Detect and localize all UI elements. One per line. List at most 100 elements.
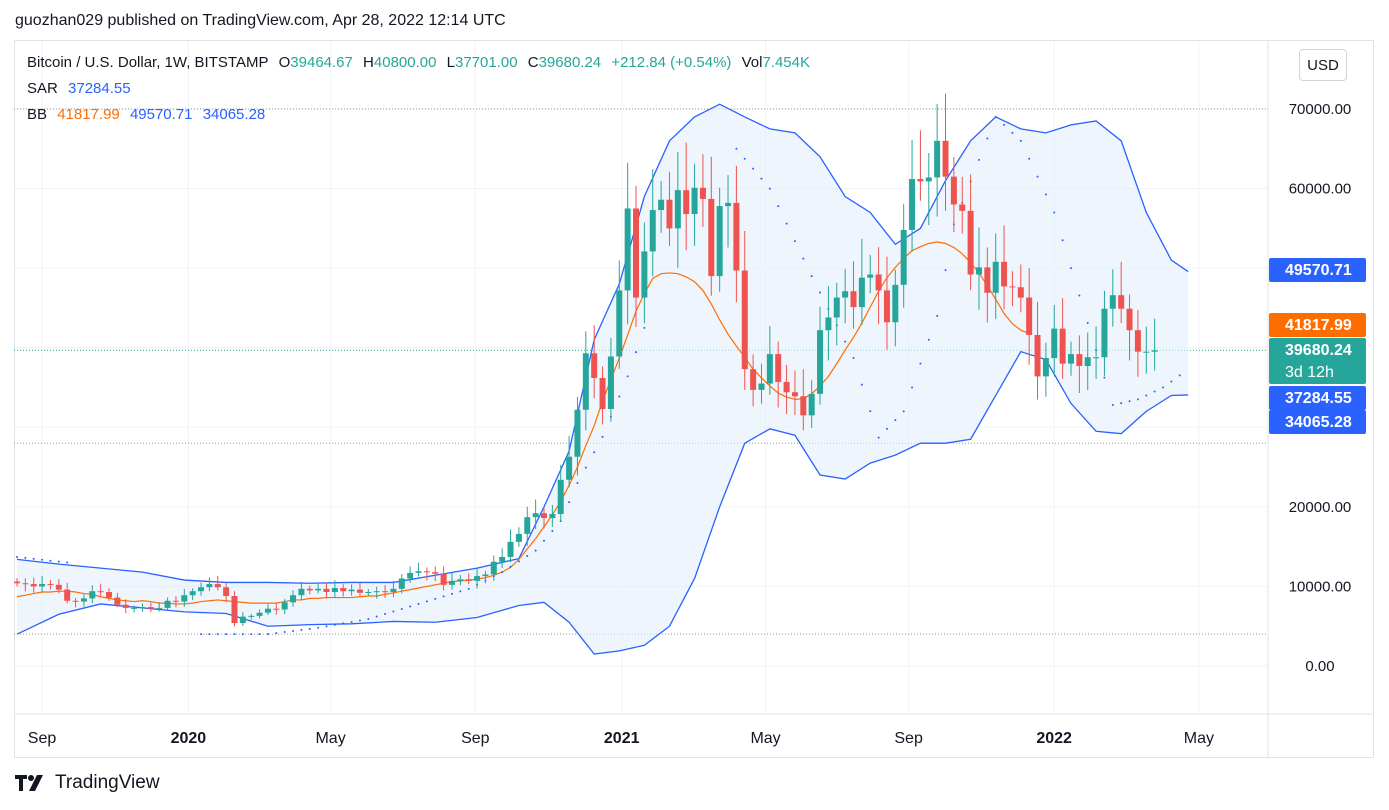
sar-dot bbox=[1178, 374, 1181, 377]
candle-body bbox=[482, 574, 489, 577]
candle-body bbox=[89, 591, 96, 599]
sar-dot bbox=[568, 501, 571, 504]
candle-body bbox=[323, 588, 330, 592]
sar-dot bbox=[409, 605, 412, 608]
candle-body bbox=[407, 572, 414, 579]
candle-body bbox=[390, 588, 397, 592]
x-tick-label: Sep bbox=[28, 730, 57, 747]
candle-body bbox=[900, 229, 907, 285]
candle-body bbox=[750, 369, 757, 390]
sar-dot bbox=[1019, 139, 1022, 142]
candle-body bbox=[817, 330, 824, 394]
countdown-text: 3d 12h bbox=[1285, 364, 1334, 381]
sar-dot bbox=[325, 625, 328, 628]
sar-dot bbox=[1086, 321, 1089, 324]
candle-body bbox=[925, 177, 932, 182]
symbol-label[interactable]: Bitcoin / U.S. Dollar, 1W, BITSTAMP bbox=[27, 54, 269, 71]
candle-body bbox=[172, 600, 179, 602]
x-tick-label: Sep bbox=[894, 730, 923, 747]
sar-dot bbox=[534, 549, 537, 552]
sar-dot bbox=[367, 618, 370, 621]
sar-dot bbox=[1170, 380, 1173, 383]
legend-bb[interactable]: BB 41817.99 49570.71 34065.28 bbox=[27, 106, 271, 123]
candle-body bbox=[440, 573, 447, 585]
candle-body bbox=[315, 588, 322, 591]
candle-body bbox=[382, 591, 389, 593]
candle-body bbox=[499, 556, 506, 562]
sar-dot bbox=[517, 560, 520, 563]
sar-dot bbox=[308, 627, 311, 630]
candle-body bbox=[1051, 328, 1058, 359]
candle-body bbox=[298, 588, 305, 596]
candle-body bbox=[415, 571, 422, 573]
candle-body bbox=[633, 208, 640, 298]
candle-body bbox=[331, 588, 338, 592]
candle-body bbox=[833, 297, 840, 318]
sar-dot bbox=[994, 115, 997, 118]
candle-body bbox=[97, 591, 104, 593]
sar-dot bbox=[1120, 402, 1123, 405]
sar-dot bbox=[902, 410, 905, 413]
sar-dot bbox=[601, 435, 604, 438]
candle-body bbox=[582, 353, 589, 410]
sar-dot bbox=[869, 410, 872, 413]
sar-dot bbox=[1103, 376, 1106, 379]
sar-dot bbox=[626, 375, 629, 378]
candle-body bbox=[1042, 358, 1049, 377]
candle-body bbox=[716, 206, 723, 277]
sar-dot bbox=[333, 623, 336, 626]
sar-dot bbox=[1053, 211, 1056, 214]
sar-dot bbox=[283, 631, 286, 634]
sar-dot bbox=[49, 559, 52, 562]
candle-body bbox=[147, 607, 154, 609]
candle-body bbox=[181, 595, 188, 602]
sar-dot bbox=[844, 340, 847, 343]
candle-body bbox=[22, 583, 29, 585]
sar-dot bbox=[57, 560, 60, 563]
candle-body bbox=[72, 600, 79, 602]
sar-dot bbox=[810, 275, 813, 278]
legend-ohlc: Bitcoin / U.S. Dollar, 1W, BITSTAMP O394… bbox=[27, 54, 816, 71]
candle-body bbox=[683, 190, 690, 215]
legend-sar[interactable]: SAR 37284.55 bbox=[27, 80, 137, 97]
candle-body bbox=[917, 179, 924, 182]
sar-dot bbox=[1069, 267, 1072, 270]
sar-dot bbox=[593, 451, 596, 454]
candle-body bbox=[164, 600, 171, 608]
candle-body bbox=[231, 595, 238, 624]
sar-dot bbox=[216, 633, 219, 636]
publisher-line: guozhan029 published on TradingView.com,… bbox=[15, 12, 506, 29]
sar-dot bbox=[760, 177, 763, 180]
sar-dot bbox=[1136, 398, 1139, 401]
sar-dot bbox=[417, 602, 420, 605]
candle-body bbox=[306, 588, 313, 591]
y-tick-label: 70000.00 bbox=[1289, 101, 1352, 118]
tradingview-logo[interactable]: TradingView bbox=[15, 772, 160, 794]
sar-dot bbox=[635, 351, 638, 354]
sar-dot bbox=[894, 419, 897, 422]
candle-body bbox=[1151, 350, 1158, 352]
sar-dot bbox=[16, 555, 18, 558]
sar-dot bbox=[208, 633, 211, 636]
candle-body bbox=[758, 383, 765, 390]
candle-body bbox=[122, 604, 129, 608]
sar-dot bbox=[434, 597, 437, 600]
candle-body bbox=[967, 210, 974, 275]
x-tick-label: 2022 bbox=[1036, 730, 1072, 747]
candle-body bbox=[942, 140, 949, 177]
candle-body bbox=[373, 591, 380, 593]
volume-label: Vol bbox=[741, 54, 763, 71]
candle-body bbox=[975, 267, 982, 275]
sar-dot bbox=[1145, 394, 1148, 397]
bb-upper-value: 49570.71 bbox=[129, 106, 193, 123]
x-tick-label: May bbox=[315, 730, 345, 747]
price-tag-text: 41817.99 bbox=[1285, 317, 1352, 334]
candle-body bbox=[959, 204, 966, 211]
currency-button[interactable]: USD bbox=[1299, 49, 1347, 81]
candle-body bbox=[348, 589, 355, 592]
y-tick-label: 20000.00 bbox=[1289, 499, 1352, 516]
price-tag-text: 39680.24 bbox=[1285, 342, 1352, 359]
low-value: 37701.00 bbox=[454, 54, 518, 71]
candle-body bbox=[80, 598, 87, 602]
